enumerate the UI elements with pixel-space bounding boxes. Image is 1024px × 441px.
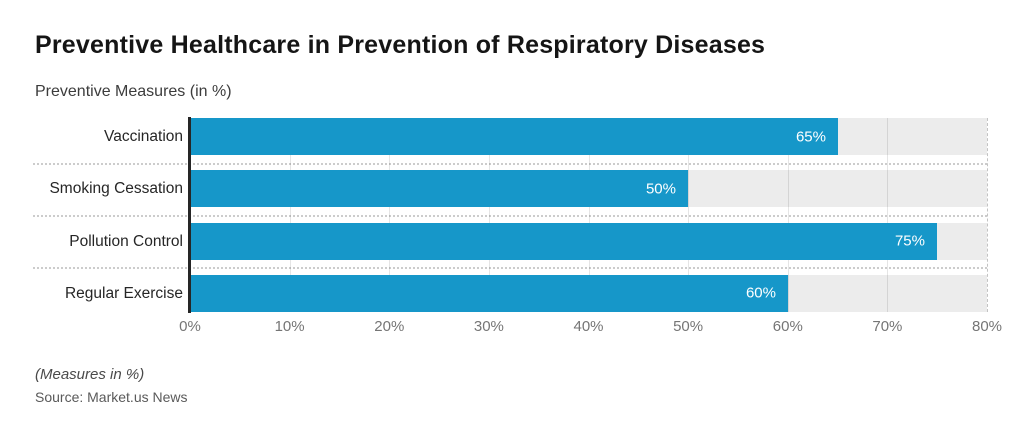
row-separator: [33, 267, 987, 269]
row-separator: [33, 163, 987, 165]
gridline-20pct: [389, 118, 391, 312]
gridline-80pct: [987, 118, 988, 312]
x-tick-60pct: 60%: [772, 318, 803, 335]
gridline-50pct: [688, 118, 690, 312]
category-label-regular-exercise: Regular Exercise: [64, 284, 183, 302]
category-label-smoking-cessation: Smoking Cessation: [49, 180, 183, 198]
bar-pollution-control: 75%: [190, 222, 937, 260]
chart-title: Preventive Healthcare in Prevention of R…: [35, 31, 766, 59]
chart-source: Source: Market.us News: [35, 389, 188, 405]
gridline-70pct: [887, 118, 889, 312]
category-label-pollution-control: Pollution Control: [69, 232, 183, 250]
gridline-10pct: [289, 118, 291, 312]
x-tick-0pct: 0%: [179, 318, 201, 335]
bar-value-label-pollution-control: 75%: [894, 232, 925, 250]
gridline-40pct: [588, 118, 590, 312]
bar-smoking-cessation: 50%: [190, 170, 688, 208]
chart-subtitle: Preventive Measures (in %): [35, 83, 232, 100]
bar-vaccination: 65%: [190, 118, 838, 155]
gridline-60pct: [787, 118, 789, 312]
x-tick-20pct: 20%: [374, 318, 405, 335]
bar-value-label-smoking-cessation: 50%: [645, 180, 676, 198]
bar-value-label-vaccination: 65%: [795, 128, 826, 145]
x-tick-50pct: 50%: [673, 318, 704, 335]
gridline-30pct: [488, 118, 490, 312]
y-axis-line: [188, 117, 191, 313]
bar-value-label-regular-exercise: 60%: [745, 284, 776, 302]
x-tick-80pct: 80%: [971, 318, 1003, 335]
bar-regular-exercise: 60%: [190, 274, 788, 312]
x-tick-70pct: 70%: [872, 318, 903, 335]
row-separator: [33, 215, 987, 217]
chart-footnote: (Measures in %): [35, 366, 145, 383]
category-label-vaccination: Vaccination: [104, 128, 183, 145]
x-tick-30pct: 30%: [473, 318, 504, 335]
x-tick-10pct: 10%: [274, 318, 305, 335]
x-tick-40pct: 40%: [573, 318, 604, 335]
